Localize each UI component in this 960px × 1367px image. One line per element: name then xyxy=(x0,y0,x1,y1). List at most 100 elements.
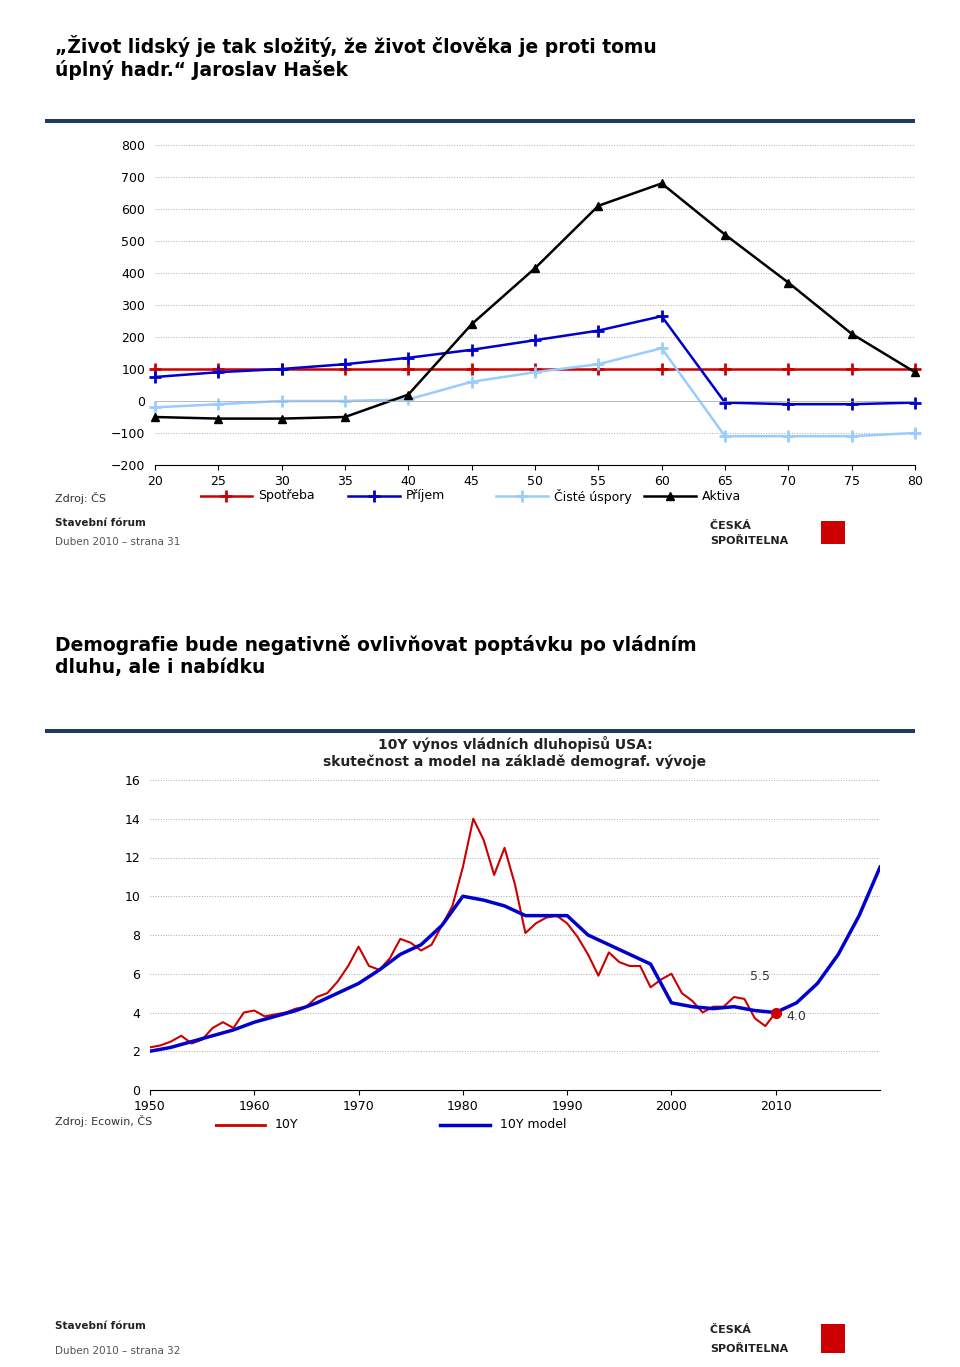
Text: SPOŘITELNA: SPOŘITELNA xyxy=(710,536,789,545)
10Y model xyxy=(562,908,573,924)
10Y xyxy=(270,1006,281,1023)
Příjem xyxy=(592,323,604,339)
Text: Čisté úspory: Čisté úspory xyxy=(554,488,632,503)
Text: Stavební fórum: Stavební fórum xyxy=(55,518,146,528)
10Y model xyxy=(270,1009,281,1025)
10Y model xyxy=(770,1005,781,1021)
10Y model xyxy=(457,889,468,905)
10Y model xyxy=(416,936,427,953)
Spotřeba xyxy=(656,361,667,377)
Aktiva xyxy=(276,410,287,427)
10Y model xyxy=(436,917,447,934)
Příjem xyxy=(339,355,350,372)
10Y model xyxy=(144,1043,156,1059)
Text: SPOŘITELNA: SPOŘITELNA xyxy=(710,1344,789,1353)
Spotřeba xyxy=(846,361,857,377)
Příjem xyxy=(782,396,794,413)
10Y model xyxy=(603,936,614,953)
Line: Příjem: Příjem xyxy=(150,310,921,410)
10Y model xyxy=(165,1039,177,1055)
Aktiva xyxy=(846,325,857,342)
Line: Čisté úspory: Čisté úspory xyxy=(150,343,921,442)
Aktiva xyxy=(402,387,414,403)
10Y xyxy=(363,958,374,975)
Text: Spotřeba: Spotřeba xyxy=(258,489,315,503)
Příjem xyxy=(719,395,731,411)
10Y model xyxy=(206,1028,218,1044)
Spotřeba xyxy=(276,361,287,377)
Text: 10Y: 10Y xyxy=(275,1118,299,1132)
Čisté úspory xyxy=(529,364,540,380)
10Y model xyxy=(519,908,531,924)
10Y model xyxy=(290,1002,301,1018)
Text: ČESKÁ: ČESKÁ xyxy=(710,521,756,530)
10Y model xyxy=(832,946,844,962)
Příjem xyxy=(529,332,540,349)
Text: 10Y model: 10Y model xyxy=(500,1118,566,1132)
Příjem xyxy=(276,361,287,377)
10Y model xyxy=(811,975,823,991)
10Y model xyxy=(249,1014,260,1031)
10Y xyxy=(468,811,479,827)
Čisté úspory xyxy=(909,425,921,442)
Spotřeba xyxy=(909,361,921,377)
10Y model xyxy=(749,1002,760,1018)
Spotřeba xyxy=(212,361,224,377)
Příjem xyxy=(656,308,667,324)
Čisté úspory xyxy=(402,391,414,407)
Text: Demografie bude negativně ovlivňovat poptávku po vládním
dluhu, ale i nabídku: Demografie bude negativně ovlivňovat pop… xyxy=(55,636,697,677)
Text: Duben 2010 – strana 31: Duben 2010 – strana 31 xyxy=(55,537,180,547)
Čisté úspory xyxy=(592,355,604,372)
Text: Zdroj: ČS: Zdroj: ČS xyxy=(55,492,106,503)
10Y model xyxy=(791,995,803,1012)
10Y model xyxy=(875,858,886,875)
10Y model xyxy=(353,975,365,991)
10Y xyxy=(770,1005,781,1021)
Title: 10Y výnos vládních dluhopisů USA:
skutečnost a model na základě demograf. vývoje: 10Y výnos vládních dluhopisů USA: skuteč… xyxy=(324,737,707,770)
Bar xyxy=(821,521,845,544)
Aktiva xyxy=(656,175,667,191)
10Y model xyxy=(708,1001,719,1017)
Aktiva xyxy=(149,409,160,425)
Spotřeba xyxy=(466,361,477,377)
Čisté úspory xyxy=(466,373,477,390)
10Y model xyxy=(853,908,865,924)
Příjem xyxy=(402,350,414,366)
Spotřeba xyxy=(719,361,731,377)
Čisté úspory xyxy=(339,392,350,409)
Spotřeba xyxy=(592,361,604,377)
Aktiva xyxy=(212,410,224,427)
Čisté úspory xyxy=(846,428,857,444)
Text: Stavební fórum: Stavební fórum xyxy=(55,1321,146,1331)
Čisté úspory xyxy=(149,399,160,416)
10Y model xyxy=(665,995,677,1012)
Čisté úspory xyxy=(782,428,794,444)
Příjem xyxy=(909,395,921,411)
10Y xyxy=(290,1001,301,1017)
Line: Aktiva: Aktiva xyxy=(151,179,919,422)
10Y model xyxy=(729,998,740,1014)
10Y model xyxy=(373,961,385,977)
Spotřeba xyxy=(529,361,540,377)
Spotřeba xyxy=(782,361,794,377)
Čisté úspory xyxy=(276,392,287,409)
Příjem xyxy=(149,369,160,385)
10Y model xyxy=(540,908,552,924)
10Y model xyxy=(686,998,698,1014)
10Y model xyxy=(478,891,490,908)
10Y model xyxy=(624,946,636,962)
Spotřeba xyxy=(402,361,414,377)
Line: 10Y: 10Y xyxy=(150,819,776,1047)
Text: 4.0: 4.0 xyxy=(786,1010,806,1024)
Příjem xyxy=(846,396,857,413)
Text: „Život lidský je tak složitý, že život člověka je proti tomu
úplný hadr.“ Jarosl: „Život lidský je tak složitý, že život č… xyxy=(55,36,657,81)
Spotřeba xyxy=(339,361,350,377)
10Y model xyxy=(645,956,657,972)
Čisté úspory xyxy=(656,340,667,357)
10Y model xyxy=(186,1033,198,1050)
Text: ČESKÁ: ČESKÁ xyxy=(710,1325,756,1336)
Spotřeba xyxy=(149,361,160,377)
Příjem xyxy=(212,364,224,380)
Příjem xyxy=(466,342,477,358)
Aktiva xyxy=(592,198,604,215)
